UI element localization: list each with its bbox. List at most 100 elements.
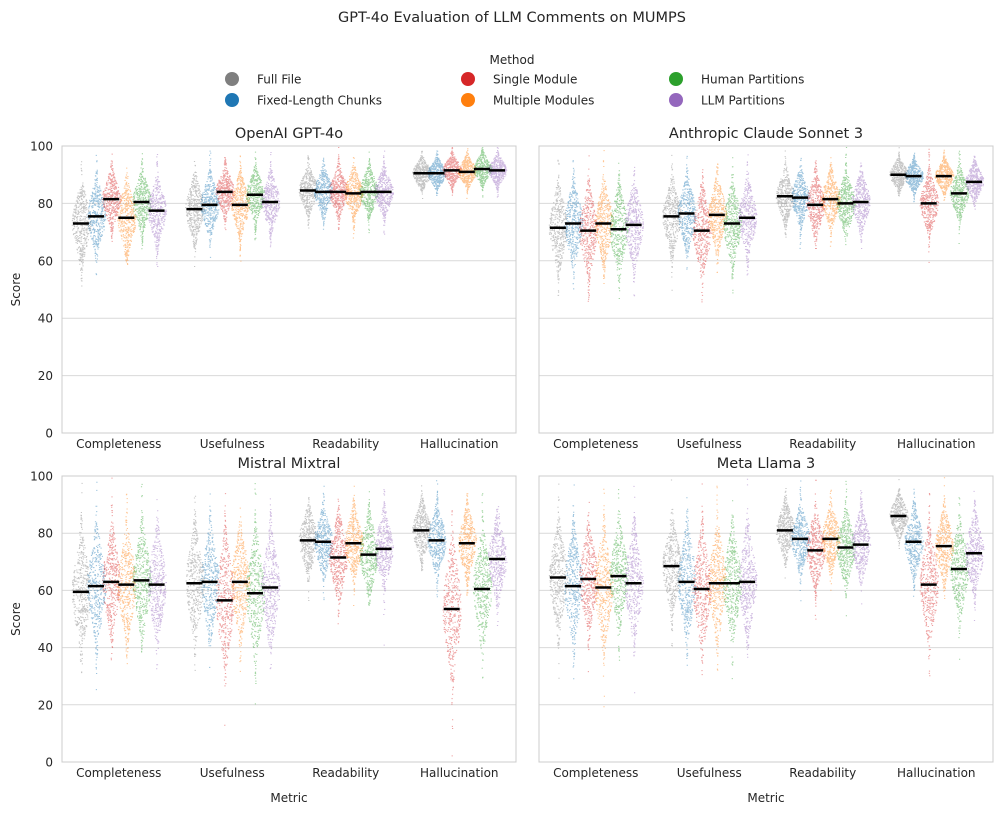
y-tick-label: 60 [38,254,53,268]
swarm-hallucination-fixed-length-chunks [904,488,925,597]
legend-label: Single Module [493,73,577,87]
swarm-completeness-full-file [71,482,92,674]
swarm-completeness-full-file [548,159,569,296]
panel-title: OpenAI GPT-4o [235,126,343,142]
swarm-usefulness-human-partitions [723,157,743,294]
swarm-hallucination-human-partitions [949,497,970,660]
plot-frame [61,145,517,434]
swarm-readability-full-file [775,150,796,238]
legend-marker [461,93,475,107]
swarm-usefulness-llm-partitions [738,478,758,658]
swarm-completeness-fixed-length-chunks [87,154,107,276]
swarm-readability-fixed-length-chunks [790,480,811,602]
plot-frame [538,145,994,434]
swarm-readability-human-partitions [836,147,856,246]
x-axis-label: Metric [747,791,784,805]
x-tick-label: Hallucination [420,437,499,451]
x-tick-label: Usefulness [200,437,265,451]
swarm-completeness-multiple-modules [116,493,137,665]
y-tick-label: 100 [30,470,53,484]
swarm-usefulness-single-module [215,157,235,231]
legend-item-full-file: Full File [225,72,301,87]
y-tick-label: 20 [38,698,53,712]
x-tick-label: Usefulness [200,766,265,780]
swarm-readability-full-file [775,488,796,579]
mean-markers [72,167,506,225]
y-axis-label: Score [9,602,23,636]
swarm-completeness-llm-partitions [147,499,167,670]
y-tick-label: 40 [38,312,53,326]
y-tick-label: 0 [45,756,53,770]
swarm-completeness-human-partitions [609,162,629,299]
swarm-hallucination-full-file [889,147,909,197]
legend-marker [461,72,475,86]
legend-label: Human Partitions [701,73,804,87]
swarm-readability-human-partitions [359,151,379,234]
swarm-usefulness-full-file [185,161,205,267]
swarm-usefulness-human-partitions [722,500,742,680]
swarm-readability-full-file [298,155,319,229]
legend-item-multiple-modules: Multiple Modules [461,93,594,108]
swarm-readability-human-partitions [836,480,856,617]
swarm-hallucination-multiple-modules [934,149,955,201]
x-tick-label: Completeness [553,437,638,451]
swarm-completeness-fixed-length-chunks [564,484,584,680]
legend-label: Multiple Modules [493,94,594,108]
y-tick-label: 0 [45,427,53,441]
swarm-readability-multiple-modules [344,485,364,606]
swarm-usefulness-multiple-modules [707,163,728,273]
swarm-hallucination-single-module [442,510,462,757]
panel-openai-gpt-4o: OpenAI GPT-4o 0 20 40 60 80 100 Score Completene… [9,126,517,451]
swarm-completeness-fixed-length-chunks [86,481,107,691]
swarm-hallucination-llm-partitions [488,506,508,626]
swarm-completeness-llm-partitions [624,166,644,297]
swarm-readability-single-module [328,498,348,625]
swarm-hallucination-single-module [919,493,940,677]
x-tick-label: Completeness [76,437,161,451]
swarm-completeness-multiple-modules [117,167,137,265]
mean-markers [72,529,506,611]
x-tick-label: Readability [312,437,379,451]
figure-title: GPT-4o Evaluation of LLM Comments on MUM… [338,10,686,26]
swarm-readability-fixed-length-chunks [313,157,334,230]
panel-title: Mistral Mixtral [238,456,341,472]
swarm-hallucination-human-partitions [949,150,970,244]
swarm-completeness-single-module [579,501,599,673]
x-tick-label: Readability [312,766,379,780]
panel-title: Meta Llama 3 [717,456,815,472]
swarm-usefulness-multiple-modules [230,155,251,262]
legend-label: LLM Partitions [701,94,785,108]
swarm-completeness-multiple-modules [594,488,614,708]
legend-label: Fixed-Length Chunks [257,94,382,108]
swarm-readability-single-module [806,479,826,620]
swarm-points [71,147,508,287]
plot-frame [538,475,994,763]
panel-mistral-mixtral: Mistral Mixtral 0 20 40 60 80 100 Score Complete… [9,456,517,805]
swarm-hallucination-llm-partitions [964,490,985,621]
y-tick-label: 60 [38,584,53,598]
plot-frame [61,475,517,763]
swarm-usefulness-multiple-modules [707,485,728,671]
swarm-hallucination-llm-partitions [487,147,508,198]
swarm-readability-human-partitions [359,491,379,606]
swarm-usefulness-full-file [662,479,682,647]
legend-item-human-partitions: Human Partitions [669,72,804,87]
swarm-completeness-single-module [101,477,122,661]
x-tick-label: Hallucination [420,766,499,780]
swarm-hallucination-fixed-length-chunks [427,480,447,598]
legend-item-llm-partitions: LLM Partitions [669,93,785,108]
legend-item-single-module: Single Module [461,72,577,87]
x-tick-label: Usefulness [677,437,742,451]
swarm-points [548,147,985,303]
swarm-completeness-multiple-modules [594,150,614,284]
swarm-hallucination-full-file [412,485,432,572]
swarm-usefulness-llm-partitions [260,498,281,670]
x-tick-label: Hallucination [897,766,976,780]
legend-title: Method [489,53,534,67]
y-tick-label: 40 [38,641,53,655]
legend-marker [225,72,239,86]
swarm-readability-llm-partitions [374,150,394,235]
swarm-usefulness-multiple-modules [230,507,251,672]
y-tick-label: 100 [30,140,53,154]
